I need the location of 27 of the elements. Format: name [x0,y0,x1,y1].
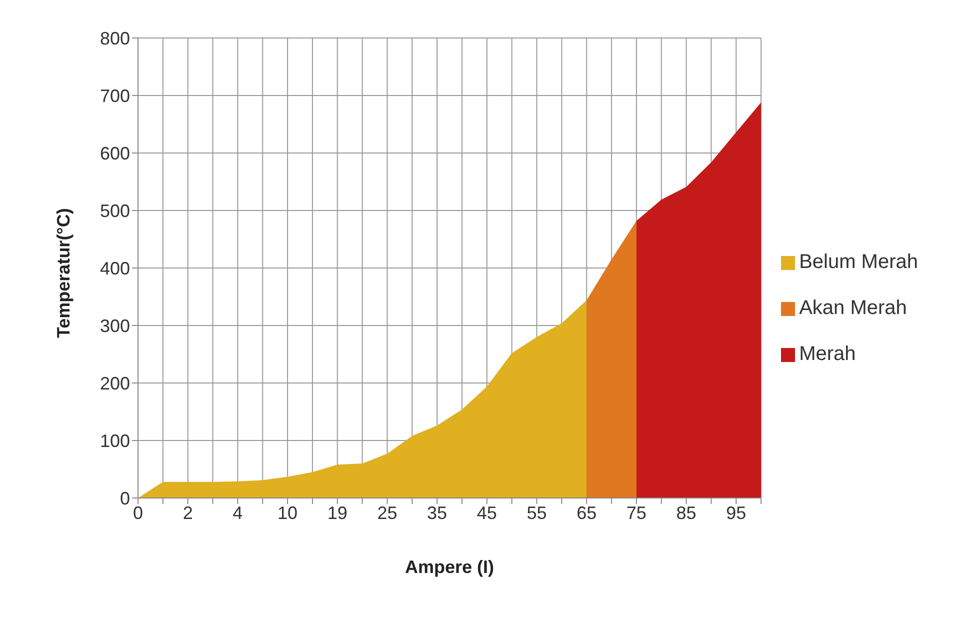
y-tick-label: 0 [120,488,130,508]
x-tick-label: 19 [327,502,348,523]
y-tick-label: 300 [100,316,130,336]
y-tick-label: 200 [100,373,130,394]
y-tick-label: 400 [100,258,130,278]
x-tick-label: 95 [726,502,746,523]
y-tick-label: 700 [100,86,130,106]
x-tick-label: 35 [427,502,448,523]
y-tick-label: 800 [100,28,130,48]
x-tick-label: 45 [476,502,497,523]
legend-label: Belum Merah [799,251,918,273]
x-tick-label: 65 [576,502,597,523]
x-tick-label: 4 [232,502,243,523]
y-tick-label: 100 [100,430,130,451]
y-tick-label: 500 [100,200,130,221]
x-tick-label: 10 [278,502,298,523]
legend-label: Akan Merah [799,297,907,319]
y-axis-title: Temperatur(°C) [53,208,74,338]
x-tick-label: 75 [626,502,646,523]
x-tick-label: 0 [132,502,144,523]
legend-label: Merah [799,343,856,365]
x-tick-label: 55 [526,502,547,523]
x-tick-label: 2 [182,502,193,523]
x-axis-title: Ampere (I) [405,557,494,577]
x-tick-label: 85 [676,502,696,523]
y-tick-label: 600 [100,143,130,164]
x-tick-label: 25 [377,502,398,523]
